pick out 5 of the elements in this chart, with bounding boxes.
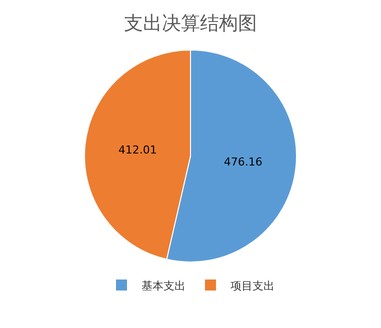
legend-label: 基本支出 [142,279,186,292]
data-label: 476.16 [224,156,262,168]
data-label: 412.01 [118,143,157,156]
chart-title: 支出决算结构图 [124,12,257,35]
legend-label: 项目支出 [230,279,274,292]
